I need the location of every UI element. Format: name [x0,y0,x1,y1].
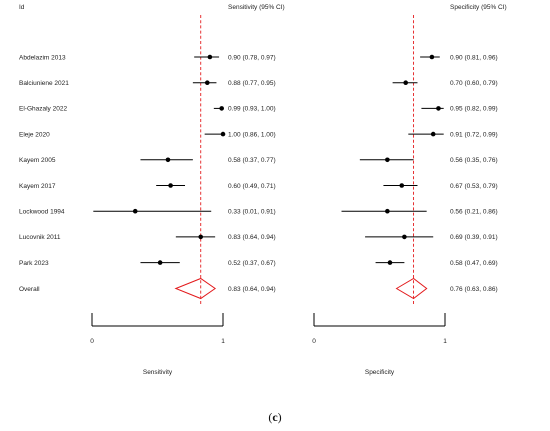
sens-overall-diamond [174,277,217,300]
spec-value-abdelazim-2013: 0.90 (0.81, 0.96) [450,54,498,61]
sens-value-kayem-2005: 0.58 (0.37, 0.77) [228,157,276,164]
sens-value-eleje-2020: 1.00 (0.86, 1.00) [228,131,276,138]
spec-column-header: Specificity (95% CI) [450,4,507,11]
spec-overall-diamond [395,277,428,300]
study-label-abdelazim-2013: Abdelazim 2013 [19,54,66,61]
panel-label-close: ) [277,410,282,424]
sens-x-axis-label: Sensitivity [143,369,173,376]
sens-value-park-2023: 0.52 (0.37, 0.67) [228,260,276,267]
sens-value-el-ghazaly-2022: 0.99 (0.93, 1.00) [228,106,276,113]
study-label-el-ghazaly-2022: El-Ghazaly 2022 [19,106,67,113]
spec-value-kayem-2005: 0.56 (0.35, 0.76) [450,157,498,164]
spec-value-lockwood-1994: 0.56 (0.21, 0.86) [450,209,498,216]
spec-value-park-2023: 0.58 (0.47, 0.69) [450,260,498,267]
spec-point-kayem-2017 [399,183,405,188]
spec-tick-label-0: 0 [312,338,316,345]
spec-tick-label-1: 1 [443,338,447,345]
sens-column-header: Sensitivity (95% CI) [228,4,285,11]
specificity-panel: Specificity (95% CI) 0.90 (0.81, 0.96) 0.7… [312,4,507,376]
spec-point-eleje-2020 [430,131,436,137]
spec-point-kayem-2005 [385,157,390,163]
sens-value-lucovnik-2011: 0.83 (0.64, 0.94) [228,234,276,241]
spec-value-lucovnik-2011: 0.69 (0.39, 0.91) [450,234,498,241]
sens-point-abdelazim-2013 [207,54,213,60]
spec-point-park-2023 [387,260,393,265]
spec-point-abdelazim-2013 [429,54,435,60]
sens-point-balciuniene-2021 [204,80,210,85]
id-column-header: Id [19,4,25,11]
study-label-lucovnik-2011: Lucovnik 2011 [19,234,61,241]
study-label-kayem-2017: Kayem 2017 [19,183,56,190]
sens-value-overall: 0.83 (0.64, 0.94) [228,286,276,293]
study-label-eleje-2020: Eleje 2020 [19,131,50,138]
sens-tick-label-1: 1 [221,338,225,345]
study-labels: Abdelazim 2013 Balciuniene 2021 El-Ghazaly… [19,54,69,292]
spec-value-overall: 0.76 (0.63, 0.86) [450,286,498,293]
sens-point-kayem-2005 [165,157,171,163]
spec-point-el-ghazaly-2022 [436,106,441,111]
spec-point-lockwood-1994 [385,208,390,214]
spec-value-eleje-2020: 0.91 (0.72, 0.99) [450,131,498,138]
panel-label-open: ( [268,410,273,424]
sens-point-el-ghazaly-2022 [219,106,224,111]
study-label-balciuniene-2021: Balciuniene 2021 [19,80,69,87]
sens-point-lockwood-1994 [132,208,138,214]
spec-point-balciuniene-2021 [403,80,409,85]
panel-label-letter: c [272,410,278,424]
study-label-kayem-2005: Kayem 2005 [19,157,56,164]
spec-value-kayem-2017: 0.67 (0.53, 0.79) [450,183,498,190]
spec-x-axis-label: Specificity [365,369,395,376]
sens-point-eleje-2020 [220,131,226,137]
sens-point-kayem-2017 [168,183,173,188]
sens-tick-label-0: 0 [90,338,94,345]
sens-value-balciuniene-2021: 0.88 (0.77, 0.95) [228,80,276,87]
study-label-overall: Overall [19,286,40,293]
sensitivity-panel: Sensitivity (95% CI) 0.90 (0.78, 0.97) 0.8… [90,4,285,376]
sens-value-lockwood-1994: 0.33 (0.01, 0.91) [228,209,276,216]
sens-point-lucovnik-2011 [198,234,204,240]
spec-value-el-ghazaly-2022: 0.95 (0.82, 0.99) [450,106,498,113]
sens-point-park-2023 [157,260,163,265]
spec-value-balciuniene-2021: 0.70 (0.60, 0.79) [450,80,498,87]
study-label-lockwood-1994: Lockwood 1994 [19,209,65,216]
study-label-park-2023: Park 2023 [19,260,49,267]
sens-value-abdelazim-2013: 0.90 (0.78, 0.97) [228,54,276,61]
spec-point-lucovnik-2011 [402,234,407,240]
sens-value-kayem-2017: 0.60 (0.49, 0.71) [228,183,276,190]
panel-label: (c) [0,410,550,425]
